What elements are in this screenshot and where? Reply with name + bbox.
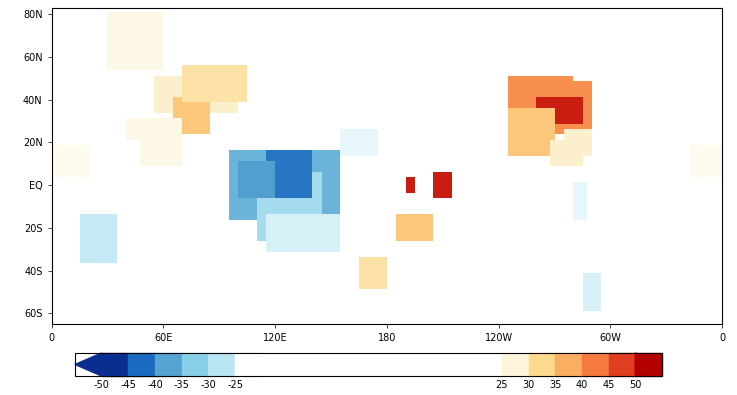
Bar bbox=[128, 353, 155, 376]
Bar bbox=[235, 353, 262, 376]
Text: 45: 45 bbox=[602, 380, 615, 390]
Bar bbox=[182, 353, 209, 376]
Bar bbox=[75, 353, 662, 376]
Text: 35: 35 bbox=[549, 380, 562, 390]
Bar bbox=[502, 353, 528, 376]
Text: 50: 50 bbox=[629, 380, 641, 390]
Polygon shape bbox=[635, 353, 662, 376]
Bar bbox=[102, 353, 128, 376]
Bar bbox=[609, 353, 635, 376]
Bar bbox=[209, 353, 235, 376]
Text: -40: -40 bbox=[147, 380, 163, 390]
Bar bbox=[528, 353, 555, 376]
Text: -30: -30 bbox=[200, 380, 216, 390]
Text: 25: 25 bbox=[496, 380, 509, 390]
Bar bbox=[155, 353, 182, 376]
Text: -35: -35 bbox=[174, 380, 189, 390]
Bar bbox=[555, 353, 582, 376]
Bar bbox=[582, 353, 609, 376]
Polygon shape bbox=[75, 353, 102, 376]
Text: 30: 30 bbox=[523, 380, 535, 390]
Bar bbox=[635, 353, 662, 376]
Text: -50: -50 bbox=[94, 380, 110, 390]
Text: -45: -45 bbox=[120, 380, 136, 390]
Text: -25: -25 bbox=[227, 380, 243, 390]
Text: 40: 40 bbox=[576, 380, 588, 390]
Bar bbox=[235, 353, 502, 376]
